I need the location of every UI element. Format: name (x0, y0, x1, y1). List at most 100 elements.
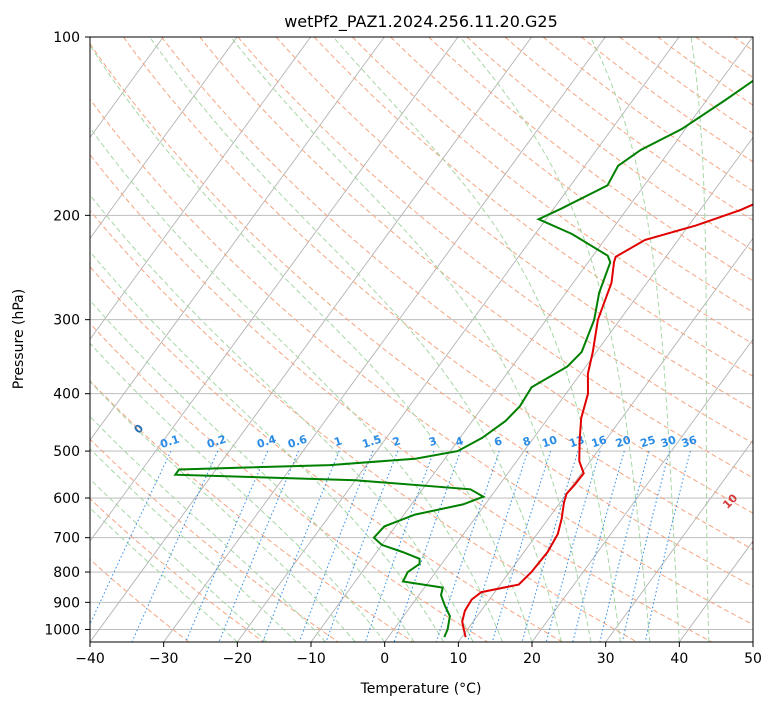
moist-adiabat-line (90, 44, 533, 642)
plot-frame (89, 36, 754, 643)
mixing-ratio-line (545, 450, 601, 642)
temperature-profile-line (461, 203, 753, 638)
y-axis-label: Pressure (hPa) (11, 289, 27, 389)
moist-adiabat-line (90, 342, 386, 642)
dry-adiabat-line (90, 380, 414, 642)
dry-adiabat-line (90, 322, 488, 642)
mixing-ratio-label: 1 (332, 434, 343, 449)
dry-adiabat-line (619, 37, 753, 134)
dry-adiabat-line (313, 37, 753, 377)
mixing-ratio-label: 25 (639, 433, 658, 450)
x-tick-label: 0 (380, 651, 389, 667)
mixing-ratio-lines (90, 450, 691, 642)
dry-adiabat-line (90, 438, 339, 642)
isotherm-line (678, 540, 753, 642)
dry-adiabat-line (90, 42, 753, 588)
x-tick-label: 40 (670, 651, 688, 667)
mixing-ratio-line (599, 450, 650, 642)
isotherm-line (90, 37, 459, 542)
x-axis-label: Temperature (°C) (360, 681, 482, 697)
dry-adiabat-line (275, 37, 753, 411)
mixing-ratio-line (393, 450, 461, 642)
isotherm-line (531, 338, 753, 642)
dry-adiabat-label: -10 (30, 378, 53, 401)
chart-title: wetPf2_PAZ1.2024.256.11.20.G25 (284, 12, 558, 32)
moist-adiabat-line (90, 478, 268, 642)
mixing-ratio-label: 8 (521, 434, 532, 449)
dry-adiabat-line (733, 37, 753, 52)
isotherm-line (384, 136, 753, 642)
mixing-ratio-line (521, 450, 579, 642)
x-tick-label: −20 (223, 651, 253, 667)
mixing-ratio-line (218, 450, 299, 642)
mixing-ratio-line (644, 450, 691, 642)
y-tick-label: 800 (53, 565, 80, 581)
mixing-ratio-label: 30 (659, 433, 678, 450)
y-tick-label: 600 (53, 491, 80, 507)
isotherm-lines (90, 37, 753, 642)
moist-adiabat-line (459, 37, 651, 642)
isotherm-line (90, 37, 532, 642)
y-tick-label: 1000 (44, 622, 80, 638)
mixing-ratio-line (364, 450, 435, 642)
dry-adiabat-line (199, 37, 753, 479)
dry-adiabat-line (90, 498, 264, 642)
x-axis-ticks: −40 −30 −20 −10 0 10 20 30 40 50 (75, 642, 762, 667)
dry-adiabat-line (90, 98, 753, 626)
mixing-ratio-line (467, 450, 529, 642)
moist-adiabat-line (90, 415, 327, 642)
x-tick-label: 30 (597, 651, 615, 667)
isotherm-line (236, 37, 680, 642)
moist-adiabat-label: 20 (750, 531, 770, 551)
dry-adiabat-line (390, 37, 753, 313)
plot-area: -100-90-80-70-60-50-40-30-20-100 1020304… (30, 37, 770, 642)
mixing-ratio-label: 4 (454, 434, 466, 449)
moist-adiabat-line (230, 37, 592, 642)
mixing-ratio-label: 36 (680, 433, 699, 450)
dry-adiabat-line (504, 37, 753, 221)
dry-adiabat-line (695, 37, 753, 79)
dry-adiabat-line (90, 209, 638, 642)
y-tick-label: 400 (53, 387, 80, 403)
mixing-ratio-label: 0.4 (255, 432, 278, 450)
mixing-ratio-label: 1.5 (361, 433, 384, 451)
dry-adiabat-lines (90, 37, 753, 642)
mixing-ratio-line (90, 450, 172, 626)
mixing-ratio-line (131, 450, 219, 642)
mixing-ratio-label: 6 (493, 434, 505, 449)
mixing-ratio-label: 0.1 (159, 433, 182, 451)
dry-adiabat-line (161, 37, 753, 514)
y-tick-label: 100 (53, 30, 80, 46)
x-tick-label: −10 (296, 651, 326, 667)
mixing-ratio-line (572, 450, 625, 642)
mixing-ratio-line (435, 450, 500, 642)
mixing-ratio-line (491, 450, 552, 642)
dry-adiabat-line (428, 37, 753, 282)
x-tick-label: 20 (523, 651, 541, 667)
sounding-profiles (173, 79, 753, 638)
dry-adiabat-line (90, 265, 563, 642)
moist-adiabat-line (90, 194, 474, 642)
isotherm-line (90, 37, 238, 240)
moist-adiabat-line (590, 37, 680, 642)
moist-adiabat-line (90, 299, 415, 642)
mixing-ratio-label: 0.2 (205, 433, 228, 451)
y-tick-label: 500 (53, 444, 80, 460)
dry-adiabat-line (90, 153, 712, 642)
y-tick-label: 700 (53, 531, 80, 547)
mixing-ratio-label: 16 (590, 433, 609, 450)
mixing-ratio-labels: 0.1 0.2 0.4 0.6 1 1.5 2 3 4 6 8 10 13 16 20 25 30 36 (159, 432, 699, 450)
moist-adiabat-line (149, 37, 562, 642)
mixing-ratio-label: 20 (614, 433, 633, 450)
moist-adiabat-line (690, 37, 710, 642)
dry-adiabat-line (542, 37, 753, 192)
dry-adiabat-line (352, 37, 753, 345)
dewpoint-profile-line (173, 79, 753, 638)
x-tick-label: −30 (149, 651, 179, 667)
dry-adiabat-line (657, 37, 753, 106)
isotherm-line (752, 641, 753, 642)
y-axis-ticks: 100 200 300 400 500 600 700 800 900 1000 (44, 30, 90, 638)
dry-adiabat-line (580, 37, 753, 163)
